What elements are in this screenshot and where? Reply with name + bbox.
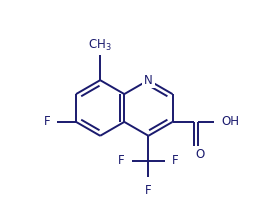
Text: O: O bbox=[195, 147, 205, 161]
Text: F: F bbox=[145, 184, 152, 197]
Text: OH: OH bbox=[221, 115, 239, 128]
Text: F: F bbox=[172, 154, 179, 167]
Text: F: F bbox=[44, 115, 50, 128]
Text: CH$_3$: CH$_3$ bbox=[88, 38, 112, 53]
Text: F: F bbox=[118, 154, 125, 167]
Text: N: N bbox=[144, 74, 153, 87]
